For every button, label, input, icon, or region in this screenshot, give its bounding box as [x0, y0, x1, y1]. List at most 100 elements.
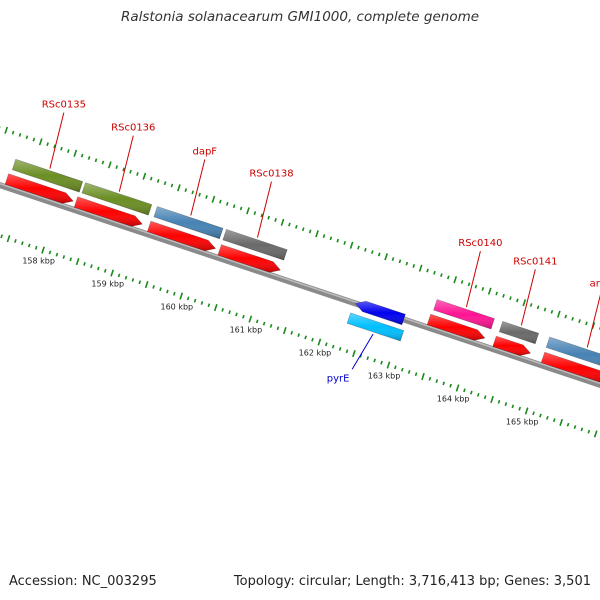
scale-tick-minor [343, 241, 346, 245]
scale-tick-minor [483, 395, 487, 400]
scale-tick-minor [103, 268, 107, 273]
scale-tick-minor [405, 261, 409, 266]
scale-tick-minor [260, 213, 264, 218]
scale-tick-major [522, 299, 527, 307]
scale-tick-minor [373, 358, 376, 363]
scale-tick-minor [336, 238, 340, 243]
scale-tick-minor [474, 284, 478, 289]
scale-tick-major [315, 230, 319, 238]
scale-tick-minor [497, 399, 501, 404]
leader-line [256, 181, 272, 238]
scale-tick-minor [502, 293, 505, 298]
scale-tick-minor [115, 165, 119, 170]
scale-tick-major [386, 361, 391, 369]
gene-label-rsc0135[interactable]: RSc0135 [42, 100, 86, 111]
scale-tick-minor [269, 324, 273, 328]
gene-labels: RSc0135 RSc0136 dapF RSc0138 pyrE RSc0140 RSc0… [42, 100, 600, 384]
scale-tick-minor [518, 406, 522, 411]
scale-tick-major [282, 326, 287, 335]
scale-tick-minor [546, 415, 549, 420]
scale-tick-minor [543, 307, 547, 312]
scale-tick-minor [242, 314, 245, 319]
scale-tick-major [490, 395, 494, 404]
scale-tick-minor [324, 342, 328, 347]
scale-tick-minor [308, 229, 312, 234]
scale-tick-major [4, 126, 9, 134]
scale-tick-minor [532, 411, 535, 416]
scale-tick-minor [304, 335, 307, 340]
gene-label-rsc0138[interactable]: RSc0138 [249, 169, 293, 180]
scale-tick-minor [495, 291, 498, 296]
scale-tick-minor [394, 365, 397, 370]
scale-tick-major [524, 407, 529, 415]
scale-tick-major [453, 276, 458, 284]
scale-tick-major [6, 235, 11, 243]
scale-tick-minor [504, 402, 508, 406]
scale-tick-minor [193, 298, 197, 303]
scale-tick-minor [149, 176, 153, 181]
scale-tick-minor [301, 227, 305, 232]
scale-tick-minor [69, 257, 73, 262]
scale-tick-minor [27, 243, 31, 248]
scale-tick-minor [566, 422, 570, 427]
scale-tick-minor [129, 169, 132, 174]
scale-tick-minor [467, 282, 471, 287]
scale-tick-minor [262, 321, 266, 326]
scale-tick-minor [198, 192, 201, 197]
genome-title: Ralstonia solanacearum GMI1000, complete… [120, 9, 480, 25]
scale-tick-minor [391, 257, 395, 261]
scale-tick-minor [156, 178, 160, 183]
scale-tick-minor [357, 245, 360, 250]
scale-tick-minor [311, 337, 314, 342]
scale-tick-minor [578, 319, 581, 323]
gene-label-argc[interactable]: argC [590, 278, 600, 289]
scale-tick-major [110, 269, 115, 277]
scale-tick-minor [131, 278, 135, 282]
scale-tick-minor [295, 224, 298, 229]
leader-line [190, 159, 206, 216]
scale-tick-minor [442, 381, 446, 386]
gene-label-rsc0141[interactable]: RSc0141 [513, 256, 557, 267]
gene-label-rsc0136[interactable]: RSc0136 [111, 123, 155, 134]
scale-tick-minor [433, 270, 436, 275]
scale-tick-major [455, 384, 460, 392]
scale-tick-minor [550, 309, 554, 314]
scale-label: 163 kbp [368, 371, 401, 380]
gene-label-pyre[interactable]: pyrE [327, 373, 350, 384]
scale-tick-minor [290, 330, 294, 335]
scale-tick-minor [221, 307, 224, 312]
leader-line [586, 294, 600, 348]
scale-tick-major [556, 310, 561, 318]
scale-tick-minor [186, 296, 190, 301]
scale-tick-major [349, 241, 354, 249]
scale-tick-minor [552, 418, 556, 423]
scale-tick-major [593, 430, 598, 438]
scale-tick-major [280, 218, 285, 226]
scale-tick-major [41, 246, 45, 254]
scale-label: 162 kbp [299, 348, 332, 357]
scale-label: 160 kbp [161, 302, 194, 311]
gene-label-dapf[interactable]: dapF [192, 146, 217, 157]
scale-tick-minor [364, 247, 367, 252]
scale-tick-minor [481, 286, 485, 291]
accession-text: Accession: NC_003295 [9, 574, 157, 589]
scale-tick-minor [225, 201, 229, 206]
scale-tick-minor [205, 195, 208, 199]
scale-tick-minor [571, 316, 574, 321]
scale-tick-minor [536, 305, 540, 310]
genes [4, 158, 600, 383]
scale-tick-minor [18, 133, 22, 137]
gene-label-rsc0140[interactable]: RSc0140 [458, 238, 502, 249]
scale-tick-minor [200, 301, 204, 305]
backbone-highlight [0, 182, 600, 385]
scale-tick-major [384, 253, 388, 261]
scale-tick-major [418, 264, 423, 272]
scale-tick-minor [400, 367, 404, 372]
outer-tick-row [0, 126, 600, 330]
scale-tick-minor [62, 255, 66, 259]
scale-tick-minor [46, 142, 49, 147]
scale-tick-minor [426, 268, 429, 273]
